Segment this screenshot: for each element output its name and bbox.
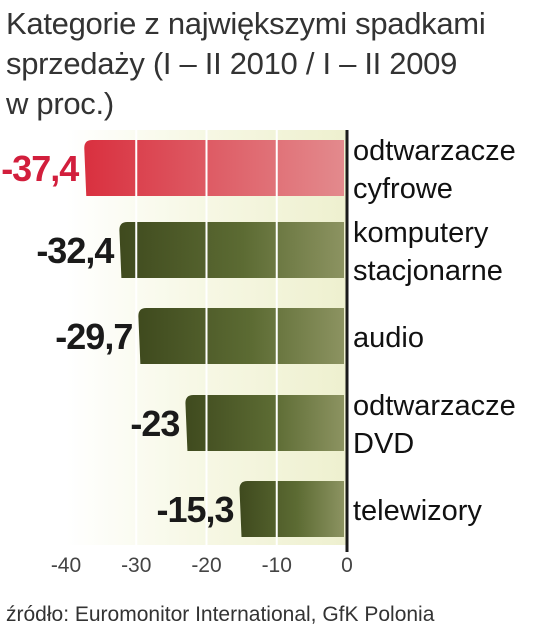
category-label-4-0: telewizory — [353, 495, 482, 527]
category-label-0-1: cyfrowe — [353, 173, 453, 205]
bar-2 — [138, 308, 344, 364]
source-note: źródło: Euromonitor International, GfK P… — [6, 603, 435, 626]
category-label-1-0: komputery — [353, 217, 489, 249]
category-label-3-1: DVD — [353, 428, 414, 460]
tick-label-3: -10 — [262, 554, 292, 577]
bar-chart: -37,4 -32,4 -29,7 -23 -15,3 odtwarzacze cyfrow… — [1, 130, 516, 577]
chart-title: Kategorie z największymi spadkami sprzed… — [6, 4, 526, 124]
title-line-2: sprzedaży (I – II 2010 / I – II 2009 — [6, 46, 458, 81]
category-label-1-1: stacjonarne — [353, 255, 503, 287]
title-line-1: Kategorie z największymi spadkami — [6, 6, 486, 41]
category-label-3-0: odtwarzacze — [353, 390, 516, 422]
tick-label-2: -20 — [191, 554, 221, 577]
category-label-2-0: audio — [353, 322, 424, 354]
value-label-2: -29,7 — [55, 316, 132, 357]
value-label-3: -23 — [130, 403, 179, 444]
value-label-4: -15,3 — [156, 489, 233, 530]
value-label-1: -32,4 — [36, 230, 114, 271]
category-label-0-0: odtwarzacze — [353, 135, 516, 167]
title-line-3: w proc.) — [6, 86, 114, 121]
bar-0 — [84, 140, 344, 196]
bar-1 — [119, 222, 344, 278]
tick-label-0: -40 — [51, 554, 81, 577]
bar-3 — [185, 395, 344, 451]
tick-label-1: -30 — [121, 554, 151, 577]
bar-4 — [239, 481, 344, 537]
tick-label-4: 0 — [341, 554, 353, 577]
value-label-0: -37,4 — [1, 148, 79, 189]
